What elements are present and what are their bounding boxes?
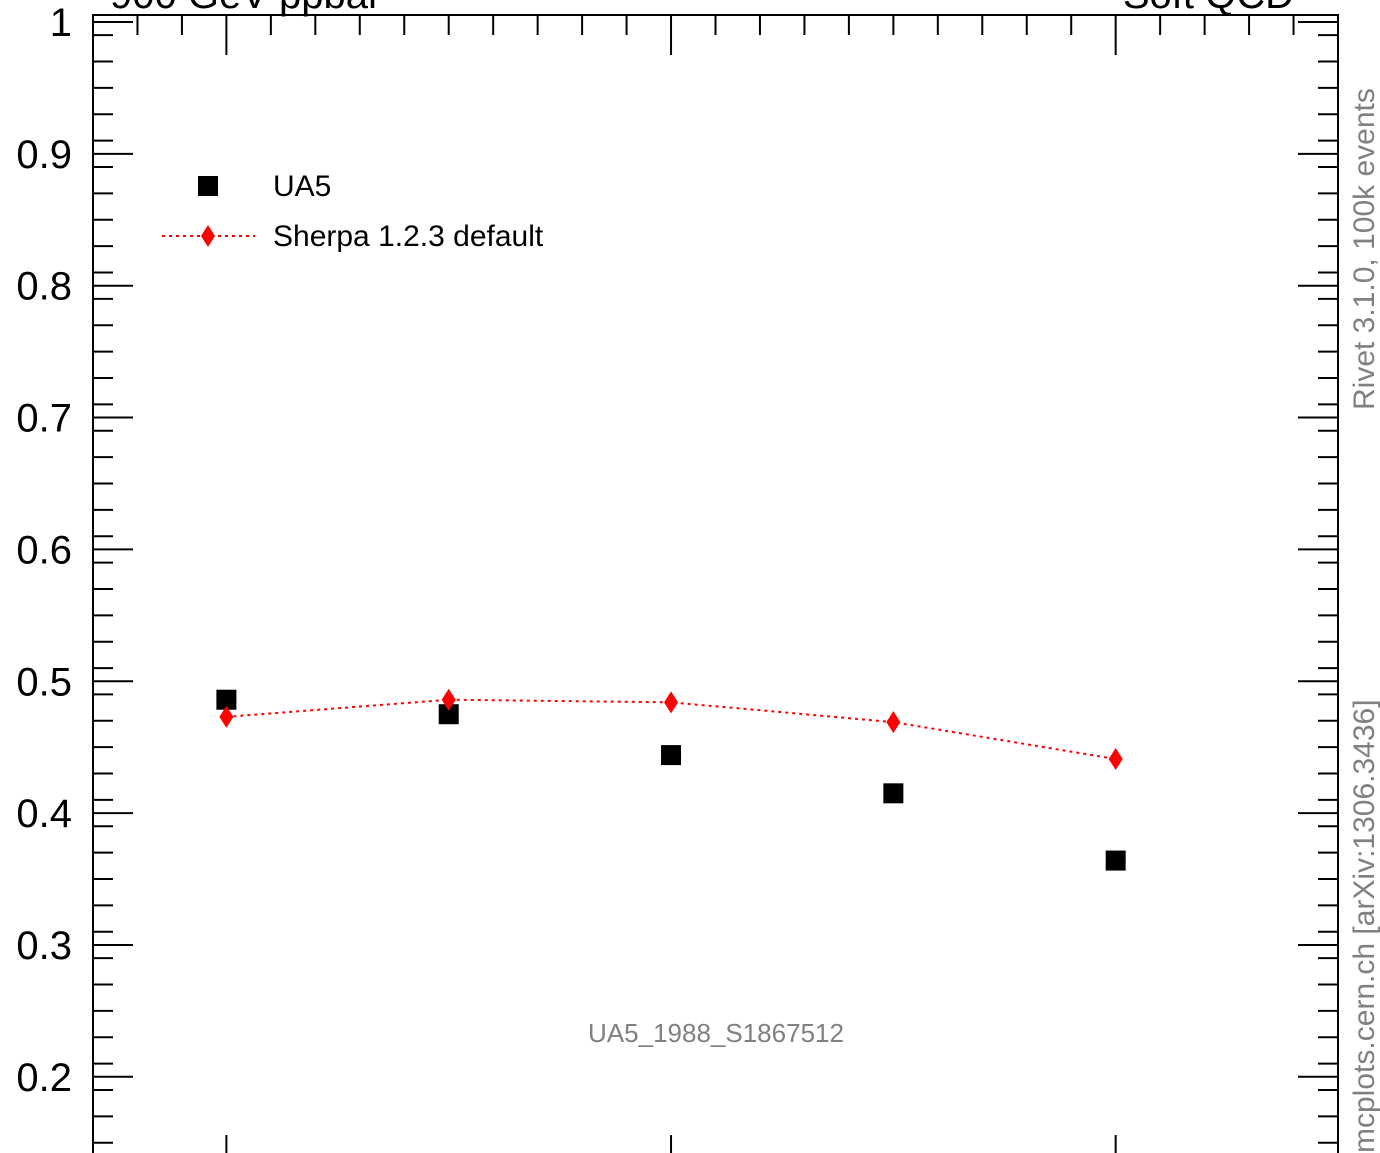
x-axis — [92, 15, 1339, 1153]
ua5-point — [661, 745, 682, 766]
y-tick-label: 0.7 — [16, 397, 72, 441]
y-tick-label: 0.8 — [16, 265, 72, 309]
legend-label-sherpa: Sherpa 1.2.3 default — [273, 220, 544, 253]
ua5-point — [883, 783, 904, 804]
legend-marker-sherpa — [201, 225, 215, 247]
series-line-sherpa — [226, 698, 1116, 761]
y-tick-label: 0.3 — [16, 924, 72, 968]
sherpa-point — [441, 688, 456, 711]
legend-label-ua5: UA5 — [273, 170, 331, 203]
y-tick-label: 0.6 — [16, 528, 72, 572]
analysis-id: UA5_1988_S1867512 — [588, 1018, 844, 1048]
rivet-info: Rivet 3.1.0, 100k events — [1348, 88, 1380, 410]
ua5-point — [216, 689, 237, 710]
sherpa-point — [886, 711, 901, 734]
title-left: 900 GeV ppbar — [110, 0, 381, 17]
y-tick-label: 1 — [50, 1, 72, 45]
title-right: Soft QCD — [1123, 0, 1294, 17]
y-tick-label: 0.5 — [16, 660, 72, 704]
sherpa-point — [219, 705, 234, 728]
mcplots-info: mcplots.cern.ch [arXiv:1306.3436] — [1348, 699, 1380, 1153]
legend-marker-ua5 — [198, 176, 218, 196]
legend: UA5 Sherpa 1.2.3 default — [162, 170, 544, 253]
sherpa-point — [664, 691, 679, 714]
y-tick-label: 0.2 — [16, 1056, 72, 1100]
y-tick-label: 0.9 — [16, 133, 72, 177]
ua5-point — [438, 704, 459, 725]
y-tick-label: 0.4 — [16, 792, 72, 836]
y-axis: 0.2 0.3 0.4 0.5 0.6 0.7 0.8 0.9 1 — [16, 1, 1338, 1144]
sherpa-point — [1108, 748, 1123, 771]
ua5-point — [1105, 850, 1126, 871]
